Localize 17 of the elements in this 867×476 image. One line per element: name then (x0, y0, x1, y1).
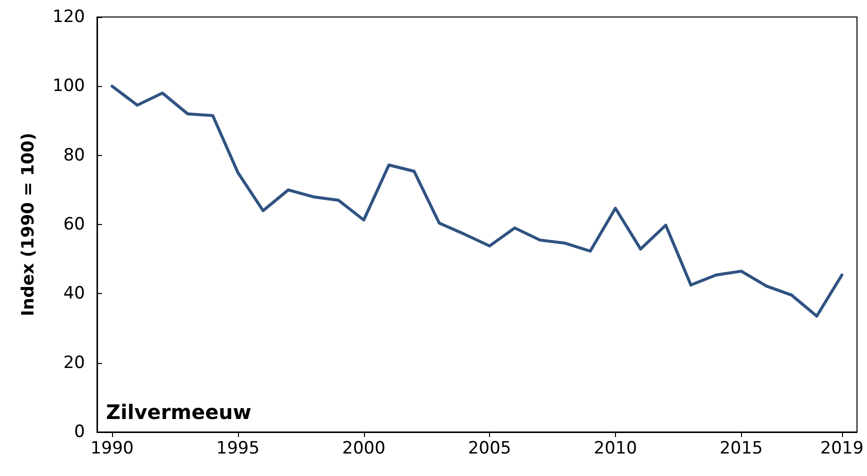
x-tick-label: 1990 (90, 438, 134, 458)
y-tick-label: 60 (63, 214, 85, 234)
x-tick-label: 2019 (820, 438, 864, 458)
x-tick-label: 2015 (720, 438, 763, 458)
x-tick-label: 2010 (594, 438, 638, 458)
y-tick-label: 0 (74, 422, 85, 442)
annotation: Zilvermeeuw (106, 400, 252, 424)
y-tick-label: 100 (52, 76, 85, 96)
x-tick-label: 2005 (468, 438, 512, 458)
y-tick-label: 120 (52, 7, 85, 27)
y-tick-label: 40 (63, 284, 85, 304)
line-series (110, 84, 844, 318)
x-tick-label: 2000 (342, 438, 386, 458)
y-axis-title: Index (1990 = 100) (18, 132, 38, 316)
x-tick-label: 1995 (216, 438, 260, 458)
y-tick-label: 80 (63, 145, 85, 166)
y-tick-label: 20 (63, 352, 85, 373)
